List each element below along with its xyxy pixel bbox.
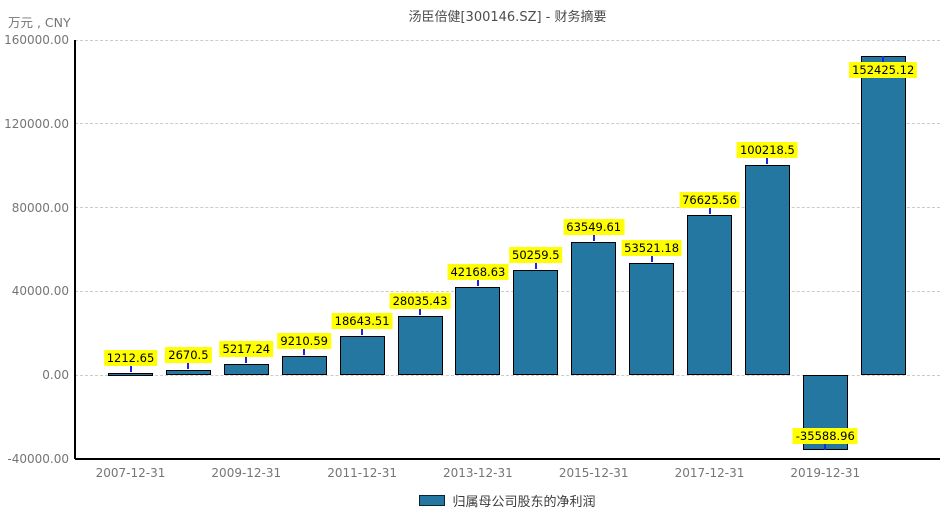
bar-value-label: 5217.24 [219,341,274,358]
gridline [75,207,940,209]
x-tick-label: 2013-12-31 [443,466,513,480]
bar-value-label: 50259.5 [509,246,563,263]
data-label-connector-line [129,365,132,372]
chart-title: 汤臣倍健[300146.SZ] - 财务摘要 [408,10,607,25]
data-label-connector-line [419,309,421,316]
x-tick-label: 2015-12-31 [558,466,629,480]
data-label-connector-line [708,207,711,214]
bar-value-label: 76625.56 [679,191,740,208]
gridline [75,290,940,292]
y-tick-label: -40000.00 [7,452,69,466]
bar[interactable] [629,263,675,376]
x-tick-label: 2011-12-31 [327,466,397,480]
legend-swatch [419,495,446,506]
bar-value-label: 18643.51 [331,313,393,330]
y-tick-label: 120000.00 [4,116,69,131]
bar[interactable] [513,269,559,376]
data-label-connector-line [303,348,306,355]
x-tick-label: 2017-12-31 [674,466,745,480]
legend-item-net-profit[interactable]: 归属母公司股东的净利润 [419,491,596,510]
bar-value-label: 100218.5 [736,142,798,159]
bar-value-label: 152425.12 [849,61,918,78]
bar[interactable] [397,316,443,376]
x-tick-label: 2019-12-31 [790,466,861,480]
legend: 归属母公司股东的净利润 [75,491,940,510]
data-label-connector-line [245,357,248,364]
data-label-connector-line [592,235,595,242]
data-label-connector-line [476,279,479,286]
bar-value-label: 63549.61 [563,219,625,236]
y-tick-label: 160000.00 [4,33,69,47]
bar-value-label: 28035.43 [389,293,451,310]
legend-label: 归属母公司股东的净利润 [452,495,596,510]
bar[interactable] [687,214,732,376]
y-tick-label: 0.00 [42,368,69,383]
bar[interactable] [455,286,501,376]
y-axis-line [74,40,76,459]
y-tick-label: 40000.00 [11,284,69,299]
bar[interactable] [281,355,327,376]
x-tick-label: 2007-12-31 [95,466,166,480]
data-label-connector-line [824,443,827,450]
data-label-connector-line [187,362,190,369]
bar-value-label: 42168.63 [447,263,509,280]
gridline [75,123,940,125]
y-tick-label: 80000.00 [11,200,69,215]
bar[interactable] [571,242,617,376]
gridline [75,39,940,41]
x-tick-label: 2009-12-31 [211,466,282,480]
bar-value-label: -35588.96 [792,427,858,444]
bar-value-label: 2670.5 [165,346,212,363]
data-label-connector-line [361,329,364,336]
data-label-connector-line [534,262,537,269]
bar[interactable] [744,165,790,376]
bar[interactable] [860,55,906,376]
data-label-connector-line [882,55,885,62]
bar-value-label: 9210.59 [277,332,331,349]
bar[interactable] [108,372,153,376]
bar[interactable] [223,364,269,376]
data-label-connector-line [650,256,653,263]
gridline [75,374,940,376]
bar-value-label: 1212.65 [103,349,158,366]
bar[interactable] [339,336,385,376]
bar-value-label: 53521.18 [621,240,683,257]
data-label-connector-line [766,158,769,165]
x-axis-line [75,458,940,460]
axis-unit-label: 万元 , CNY [8,15,71,30]
bar[interactable] [165,369,211,376]
